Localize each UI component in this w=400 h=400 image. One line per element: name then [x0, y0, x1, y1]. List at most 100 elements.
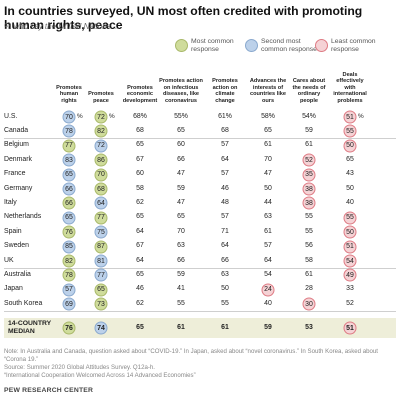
cell-r1-c3-value: 68%: [133, 112, 147, 120]
cell-r3-c4-value: 60: [177, 141, 185, 149]
cell-r12-c8-least-marker: 49: [343, 268, 357, 282]
cell-r4-c2-most-marker: 86: [94, 153, 108, 167]
cell-r13-c2-most-marker: 65: [94, 283, 108, 297]
cell-r11-c7-value: 58: [305, 256, 313, 264]
country-label: Italy: [4, 198, 17, 206]
cell-r4-c7-least-marker: 52: [302, 153, 316, 167]
cell-r7-c1-most-marker: 66: [62, 196, 76, 210]
cell-r4-c5-value: 64: [221, 155, 229, 163]
column-header-4: Promotes action on infectious diseases, li…: [159, 78, 203, 104]
cell-r2-c1-value: 78: [65, 127, 73, 135]
cell-r6-c2-value: 68: [97, 185, 105, 193]
cell-r1-c8-value: 51: [346, 113, 354, 121]
cell-r13-c6-value: 24: [264, 286, 272, 294]
cell-r14-c8-value: 52: [346, 299, 354, 307]
legend-item-most: Most common response: [175, 38, 234, 54]
cell-r9-c2-second-marker: 75: [94, 225, 108, 239]
cell-r11-c5-value: 66: [221, 256, 229, 264]
country-label: Spain: [4, 227, 22, 235]
cell-r7-c1-value: 66: [65, 199, 73, 207]
cell-r9-c1-most-marker: 76: [62, 225, 76, 239]
cell-r3-c1-value: 77: [65, 142, 73, 150]
legend-swatch-most: [175, 39, 188, 52]
cell-r6-c3-value: 58: [136, 184, 144, 192]
cell-r12-c6-value: 54: [264, 270, 272, 278]
cell-r14-c5-value: 55: [221, 299, 229, 307]
cell-r3-c2-second-marker: 72: [94, 139, 108, 153]
cell-r8-c3-value: 65: [136, 213, 144, 221]
legend-label-most: Most common response: [191, 38, 234, 53]
cell-r10-c2-most-marker: 87: [94, 240, 108, 254]
cell-r6-c7-least-marker: 38: [302, 182, 316, 196]
cell-r14-c7-least-marker: 30: [302, 297, 316, 311]
cell-r10-c5-value: 64: [221, 242, 229, 250]
legend-item-second: Second most common response: [245, 38, 317, 54]
cell-r7-c7-value: 38: [305, 199, 313, 207]
legend-swatch-least: [315, 39, 328, 52]
median-c2-value: 74: [97, 324, 105, 332]
country-label: U.S.: [4, 112, 18, 120]
cell-r8-c5-value: 57: [221, 213, 229, 221]
cell-r14-c6-value: 40: [264, 299, 272, 307]
divider-after-uk: [4, 268, 396, 269]
cell-r6-c6-value: 50: [264, 184, 272, 192]
cell-r4-c6-value: 70: [264, 155, 272, 163]
country-label: Japan: [4, 285, 23, 293]
median-c1-most-marker: 76: [62, 321, 76, 335]
cell-r10-c1-value: 85: [65, 243, 73, 251]
cell-r3-c8-least-marker: 50: [343, 139, 357, 153]
median-c1-value: 76: [65, 324, 73, 332]
cell-r7-c6-value: 44: [264, 198, 272, 206]
cell-r14-c7-value: 30: [305, 300, 313, 308]
column-header-5: Promotes action on climate change: [212, 78, 238, 104]
cell-r3-c3-value: 65: [136, 141, 144, 149]
cell-r12-c4-value: 59: [177, 270, 185, 278]
cell-r5-c7-least-marker: 35: [302, 168, 316, 182]
cell-r12-c3-value: 65: [136, 270, 144, 278]
median-c2-second-marker: 74: [94, 321, 108, 335]
cell-r1-c2-percent-sign: %: [109, 113, 115, 120]
cell-r12-c2-value: 77: [97, 271, 105, 279]
cell-r13-c7-value: 28: [305, 285, 313, 293]
cell-r13-c5-value: 50: [221, 285, 229, 293]
column-header-2: Promotes peace: [88, 91, 114, 104]
cell-r2-c8-least-marker: 55: [343, 124, 357, 138]
legend-label-least: Least common response: [331, 38, 376, 53]
note-line-1: Note: In Australia and Canada, question …: [4, 348, 378, 355]
cell-r6-c1-second-marker: 66: [62, 182, 76, 196]
cell-r3-c2-value: 72: [97, 142, 105, 150]
cell-r2-c6-value: 65: [264, 126, 272, 134]
cell-r1-c1-second-marker: 70: [62, 110, 76, 124]
cell-r5-c7-value: 35: [305, 171, 313, 179]
cell-r1-c5-value: 61%: [218, 112, 232, 120]
column-header-1: Promotes human rights: [56, 84, 82, 104]
cell-r11-c6-value: 64: [264, 256, 272, 264]
cell-r2-c2-value: 82: [97, 127, 105, 135]
cell-r1-c8-least-marker: 51: [343, 110, 357, 124]
cell-r4-c7-value: 52: [305, 156, 313, 164]
divider-after-south-korea: [4, 311, 396, 313]
cell-r5-c1-second-marker: 65: [62, 168, 76, 182]
cell-r2-c1-second-marker: 78: [62, 124, 76, 138]
cell-r9-c6-value: 61: [264, 227, 272, 235]
cell-r7-c3-value: 62: [136, 198, 144, 206]
country-label: Sweden: [4, 242, 29, 250]
country-label: Australia: [4, 270, 31, 278]
cell-r8-c8-value: 55: [346, 214, 354, 222]
cell-r7-c4-value: 47: [177, 198, 185, 206]
cell-r5-c5-value: 57: [221, 170, 229, 178]
cell-r9-c5-value: 71: [221, 227, 229, 235]
cell-r10-c8-value: 51: [346, 243, 354, 251]
cell-r9-c7-value: 55: [305, 227, 313, 235]
cell-r5-c4-value: 47: [177, 170, 185, 178]
median-c4-value: 61: [177, 323, 185, 331]
cell-r8-c2-value: 77: [97, 214, 105, 222]
cell-r8-c4-value: 65: [177, 213, 185, 221]
cell-r1-c4-value: 55%: [174, 112, 188, 120]
median-label: 14-COUNTRY MEDIAN: [8, 320, 52, 335]
cell-r10-c8-least-marker: 51: [343, 240, 357, 254]
cell-r8-c7-value: 55: [305, 213, 313, 221]
note-line-4: “International Cooperation Welcomed Acro…: [4, 372, 196, 379]
cell-r10-c6-value: 57: [264, 242, 272, 250]
median-c7-value: 53: [305, 323, 313, 331]
